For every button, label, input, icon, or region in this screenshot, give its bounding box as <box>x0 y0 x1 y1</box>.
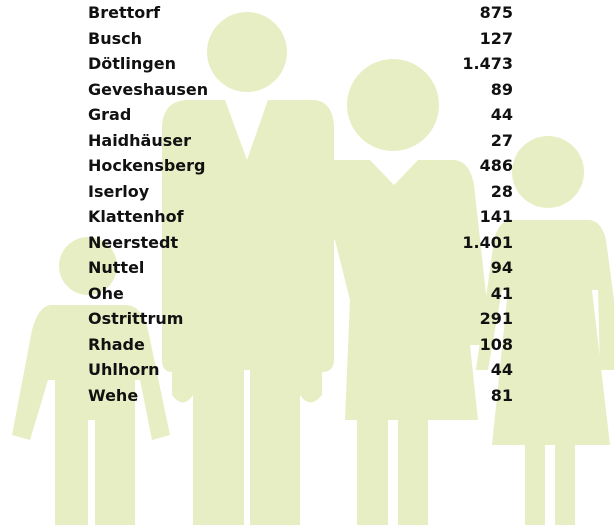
page: Brettorf875Busch127Dötlingen1.473Gevesha… <box>0 0 614 525</box>
place-name: Nuttel <box>88 255 144 281</box>
population: 1.473 <box>462 51 513 77</box>
table-row: Geveshausen 89 <box>88 77 513 103</box>
table-row: Wehe 81 <box>88 383 513 409</box>
table-row: Neerstedt 1.401 <box>88 230 513 256</box>
place-name: Grad <box>88 102 131 128</box>
population: 27 <box>491 128 513 154</box>
table-row: Ostrittrum 291 <box>88 306 513 332</box>
table-row: Brettorf 875 <box>88 0 513 26</box>
population: 94 <box>491 255 513 281</box>
table-row: Nuttel 94 <box>88 255 513 281</box>
place-name: Rhade <box>88 332 145 358</box>
population: 89 <box>491 77 513 103</box>
population: 291 <box>480 306 513 332</box>
population: 41 <box>491 281 513 307</box>
place-name: Brettorf <box>88 0 160 26</box>
table-row: Dötlingen 1.473 <box>88 51 513 77</box>
population: 875 <box>480 0 513 26</box>
table-row: Iserloy 28 <box>88 179 513 205</box>
place-name: Hockensberg <box>88 153 206 179</box>
population: 44 <box>491 357 513 383</box>
place-name: Wehe <box>88 383 138 409</box>
table-row: Haidhäuser 27 <box>88 128 513 154</box>
population: 81 <box>491 383 513 409</box>
table-row: Hockensberg 486 <box>88 153 513 179</box>
population: 1.401 <box>462 230 513 256</box>
table-row: Grad 44 <box>88 102 513 128</box>
place-name: Klattenhof <box>88 204 184 230</box>
population: 44 <box>491 102 513 128</box>
population: 141 <box>480 204 513 230</box>
place-name: Iserloy <box>88 179 149 205</box>
population: 127 <box>480 26 513 52</box>
place-name: Busch <box>88 26 142 52</box>
table-row: Rhade 108 <box>88 332 513 358</box>
population: 486 <box>480 153 513 179</box>
table-row: Ohe 41 <box>88 281 513 307</box>
table-row: Uhlhorn 44 <box>88 357 513 383</box>
place-name: Geveshausen <box>88 77 208 103</box>
place-name: Uhlhorn <box>88 357 160 383</box>
table-row: Klattenhof 141 <box>88 204 513 230</box>
population: 28 <box>491 179 513 205</box>
table-row: Busch 127 <box>88 26 513 52</box>
population: 108 <box>480 332 513 358</box>
place-name: Ostrittrum <box>88 306 183 332</box>
place-name: Neerstedt <box>88 230 178 256</box>
place-name: Haidhäuser <box>88 128 191 154</box>
place-name: Dötlingen <box>88 51 176 77</box>
place-name: Ohe <box>88 281 124 307</box>
